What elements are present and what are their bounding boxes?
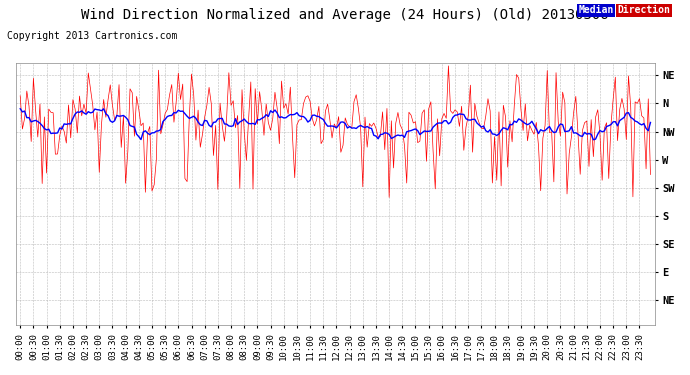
Text: Copyright 2013 Cartronics.com: Copyright 2013 Cartronics.com bbox=[7, 32, 177, 41]
Text: Wind Direction Normalized and Average (24 Hours) (Old) 20130306: Wind Direction Normalized and Average (2… bbox=[81, 8, 609, 21]
Text: Direction: Direction bbox=[618, 5, 671, 15]
Text: Median: Median bbox=[578, 5, 613, 15]
